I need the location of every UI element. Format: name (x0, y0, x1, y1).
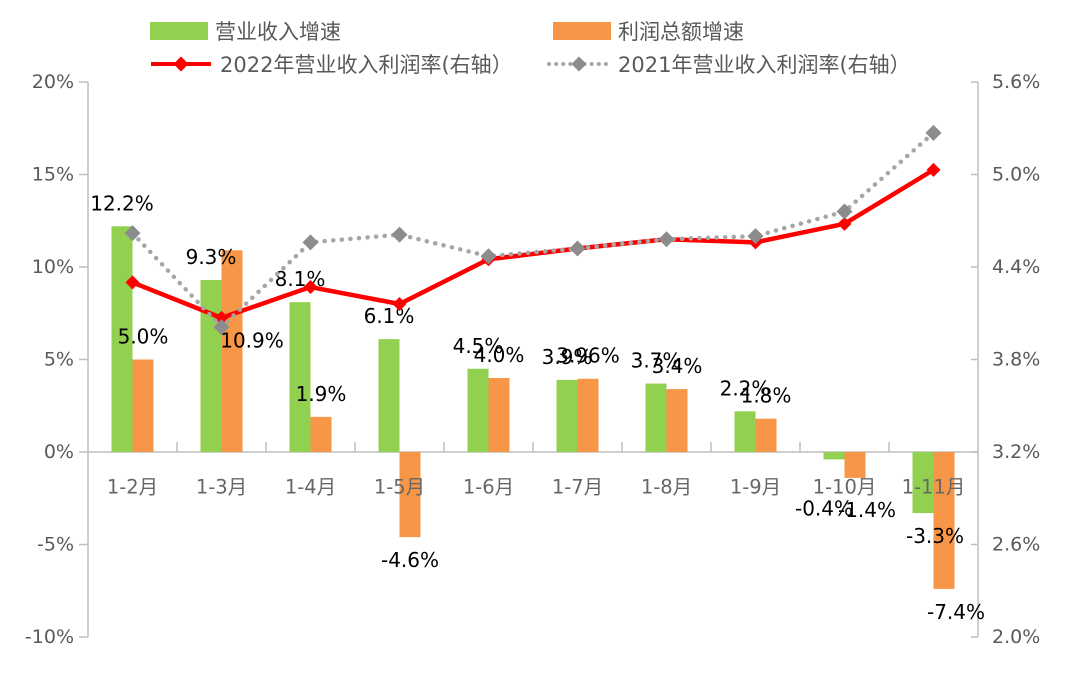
marker-diamond-2021年营业收入利润率(右轴）-1-10月 (836, 203, 853, 220)
bar-revenue-1-5月 (378, 339, 400, 452)
category-label-1-5月: 1-5月 (374, 476, 425, 499)
bar-revenue-1-6月 (467, 368, 489, 452)
marker-diamond-2021年营业收入利润率(右轴）-1-5月 (391, 226, 408, 243)
data-label-revenue-1-9月: 2.2% (720, 376, 771, 400)
data-label-profit-1-3月: 10.9% (220, 328, 284, 352)
category-label-1-11月: 1-11月 (902, 476, 966, 499)
marker-diamond-2022年营业收入利润率(右轴）-1-11月 (926, 162, 941, 177)
category-label-1-4月: 1-4月 (285, 476, 336, 499)
marker-diamond-2021年营业收入利润率(右轴）-1-7月 (569, 240, 586, 257)
left-axis-tick-label: 20% (32, 71, 74, 93)
data-label-profit-1-2月: 5.0% (118, 325, 169, 349)
legend-line-sample-2021-icon (547, 55, 611, 73)
marker-diamond-2022年营业收入利润率(右轴）-1-2月 (125, 275, 140, 290)
marker-diamond-2022年营业收入利润率(右轴）-1-4月 (303, 280, 318, 295)
right-axis-tick-label: 4.4% (992, 256, 1040, 278)
data-label-profit-1-11月: -7.4% (927, 600, 985, 624)
legend-label-margin-2021: 2021年营业收入利润率(右轴） (618, 53, 911, 77)
right-axis-tick-label: 5.6% (992, 71, 1040, 93)
marker-diamond-2022年营业收入利润率(右轴）-1-3月 (214, 310, 229, 325)
data-label-revenue-1-5月: 6.1% (364, 304, 415, 328)
marker-diamond-2021年营业收入利润率(右轴）-1-6月 (480, 248, 497, 265)
bar-profit-1-6月 (488, 378, 510, 452)
legend-swatch-orange-bar (553, 22, 611, 40)
data-label-revenue-1-8月: 3.7% (631, 349, 682, 373)
bar-profit-1-11月 (933, 452, 955, 589)
line-2021年营业收入利润率(右轴） (130, 130, 936, 330)
bar-revenue-1-7月 (556, 379, 578, 452)
marker-diamond-2022年营业收入利润率(右轴）-1-5月 (392, 297, 407, 311)
left-axis-tick-label: 0% (44, 441, 74, 463)
bar-profit-1-3月 (221, 250, 243, 452)
data-label-revenue-1-10月: -0.4% (795, 496, 853, 520)
right-axis-tick-label: 3.8% (992, 349, 1040, 371)
legend-item-margin-2022: 2022年营业收入利润率(右轴） (149, 53, 513, 77)
bar-profit-1-4月 (310, 416, 332, 452)
legend-item-revenue-growth: 营业收入增速 (150, 20, 341, 44)
category-label-1-7月: 1-7月 (552, 476, 603, 499)
category-label-1-2月: 1-2月 (107, 476, 158, 499)
marker-diamond-2021年营业收入利润率(右轴）-1-11月 (925, 124, 942, 141)
category-label-1-3月: 1-3月 (196, 476, 247, 499)
bar-revenue-1-4月 (289, 302, 311, 452)
bar-profit-1-5月 (399, 452, 421, 538)
legend-swatch-green-bar (150, 22, 208, 40)
category-label-1-10月: 1-10月 (813, 476, 877, 499)
bar-profit-1-9月 (755, 418, 777, 452)
right-axis-tick-label: 2.0% (992, 626, 1040, 648)
right-axis-tick-label: 3.2% (992, 441, 1040, 463)
category-label-1-9月: 1-9月 (730, 476, 781, 499)
data-label-profit-1-6月: 4.0% (474, 343, 525, 367)
right-axis-tick-label: 2.6% (992, 534, 1040, 556)
category-label-1-8月: 1-8月 (641, 476, 692, 499)
bar-revenue-1-9月 (734, 411, 756, 452)
bar-profit-1-7月 (577, 378, 599, 452)
data-label-profit-1-9月: 1.8% (741, 384, 792, 408)
data-label-profit-1-8月: 3.4% (652, 354, 703, 378)
marker-diamond-2021年营业收入利润率(右轴）-1-2月 (124, 225, 141, 242)
right-axis-tick-label: 5.0% (992, 164, 1040, 186)
bar-revenue-1-3月 (200, 279, 222, 452)
left-axis-tick-label: 10% (32, 256, 74, 278)
category-label-1-6月: 1-6月 (463, 476, 514, 499)
left-axis-tick-label: -10% (25, 626, 74, 648)
line-2022年营业收入利润率(右轴） (131, 167, 935, 321)
data-label-profit-1-7月: 3.96% (556, 344, 620, 368)
data-label-profit-1-10月: -1.4% (838, 498, 896, 522)
left-axis-tick-label: 15% (32, 164, 74, 186)
data-label-profit-1-4月: 1.9% (296, 382, 347, 406)
legend-label-margin-2022: 2022年营业收入利润率(右轴） (220, 53, 513, 77)
marker-diamond-2021年营业收入利润率(右轴）-1-3月 (213, 319, 230, 336)
data-label-revenue-1-6月: 4.5% (453, 334, 504, 358)
legend-item-margin-2021: 2021年营业收入利润率(右轴） (547, 53, 911, 77)
bar-profit-1-2月 (132, 359, 154, 452)
data-label-revenue-1-3月: 9.3% (186, 245, 237, 269)
left-axis-tick-label: 5% (44, 349, 74, 371)
bar-profit-1-10月 (844, 452, 866, 478)
data-label-revenue-1-2月: 12.2% (90, 191, 154, 215)
marker-diamond-2021年营业收入利润率(右轴）-1-8月 (658, 231, 675, 248)
marker-diamond-2021年营业收入利润率(右轴）-1-4月 (302, 234, 319, 251)
bar-revenue-1-10月 (823, 452, 845, 460)
bar-revenue-1-8月 (645, 383, 667, 452)
data-label-profit-1-5月: -4.6% (381, 548, 439, 572)
data-label-revenue-1-7月: 3.9% (542, 345, 593, 369)
legend-item-profit-growth: 利润总额增速 (553, 20, 744, 44)
legend-label-revenue-growth: 营业收入增速 (215, 20, 341, 44)
data-label-revenue-1-11月: -3.3% (906, 524, 964, 548)
bar-revenue-1-11月 (912, 452, 934, 514)
bar-profit-1-8月 (666, 389, 688, 452)
marker-diamond-2022年营业收入利润率(右轴）-1-10月 (837, 216, 852, 231)
left-axis-tick-label: -5% (37, 534, 74, 556)
legend-line-sample-2022-icon (149, 55, 213, 73)
legend-label-profit-growth: 利润总额增速 (618, 20, 744, 44)
marker-diamond-2021年营业收入利润率(右轴）-1-9月 (747, 228, 764, 245)
